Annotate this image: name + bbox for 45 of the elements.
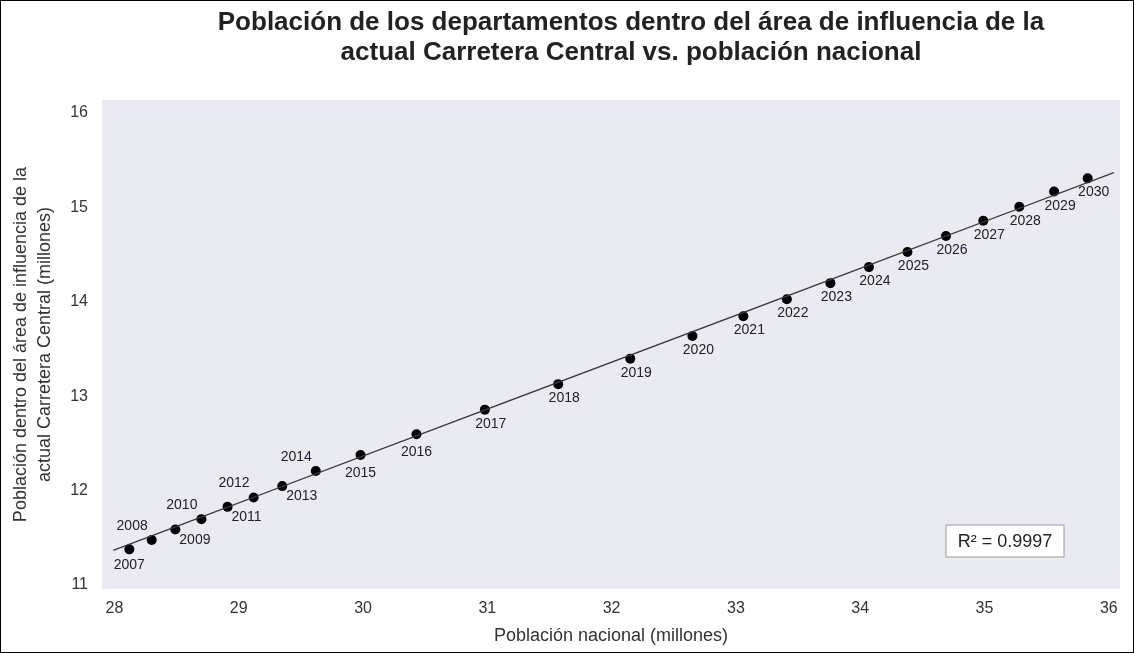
annotation: 2010 bbox=[166, 496, 198, 513]
annotation: 2009 bbox=[179, 530, 211, 547]
annotation: 2024 bbox=[859, 272, 891, 289]
x-axis-title: Población nacional (millones) bbox=[493, 625, 729, 645]
annotation: 2012 bbox=[218, 474, 250, 491]
annotation: 2016 bbox=[400, 443, 433, 460]
y-tick-label: 11 bbox=[71, 575, 89, 593]
annotation: 2013 bbox=[286, 487, 318, 504]
x-tick-label: 30 bbox=[354, 599, 373, 616]
annotation: 2030 bbox=[1078, 183, 1110, 200]
x-tick-label: 33 bbox=[727, 599, 745, 616]
point bbox=[687, 331, 698, 341]
x-tick-label: 32 bbox=[602, 599, 621, 616]
y-tick-label: 13 bbox=[70, 386, 89, 404]
annotation: 2019 bbox=[620, 363, 653, 380]
annotation: 2021 bbox=[733, 321, 766, 338]
y-tick-label: 16 bbox=[70, 103, 89, 121]
annotation: 2026 bbox=[936, 240, 968, 257]
annotation: 2025 bbox=[897, 256, 930, 273]
annotation: 2015 bbox=[344, 463, 377, 480]
chart-title: Población de los departamentos dentro del área de influencia de la actual Carretera Central vs. población nacional bbox=[217, 6, 1045, 66]
annotation: 2014 bbox=[280, 448, 312, 464]
annotation: 2022 bbox=[777, 304, 809, 321]
x-tick-label: 34 bbox=[851, 599, 870, 616]
x-tick-label: 36 bbox=[1099, 599, 1118, 616]
y-tick-label: 14 bbox=[70, 292, 89, 310]
x-tick-label: 29 bbox=[229, 599, 248, 616]
annotation: 2017 bbox=[475, 414, 507, 431]
y-tick-label: 12 bbox=[70, 480, 89, 498]
point bbox=[124, 544, 135, 555]
x-tick-label: 31 bbox=[478, 599, 497, 616]
annotation: 2018 bbox=[548, 389, 580, 406]
y-tick-label: 15 bbox=[70, 197, 89, 215]
annotation: 2007 bbox=[113, 556, 146, 573]
y-axis-title: Población dentro del área de influencia de la actual Carretera Central (millones) bbox=[10, 165, 54, 523]
annotation: 2011 bbox=[231, 507, 262, 524]
annotation: 2028 bbox=[1009, 211, 1042, 228]
annotation: 2027 bbox=[973, 225, 1006, 242]
annotation: 2029 bbox=[1044, 196, 1076, 213]
annotation: 2008 bbox=[116, 516, 148, 533]
annotation: R² = 0.9997 bbox=[957, 531, 1053, 551]
annotation: 2023 bbox=[820, 288, 853, 305]
x-tick-label: 28 bbox=[105, 599, 124, 616]
annotation: 2020 bbox=[682, 341, 715, 357]
x-tick-label: 35 bbox=[975, 599, 994, 616]
